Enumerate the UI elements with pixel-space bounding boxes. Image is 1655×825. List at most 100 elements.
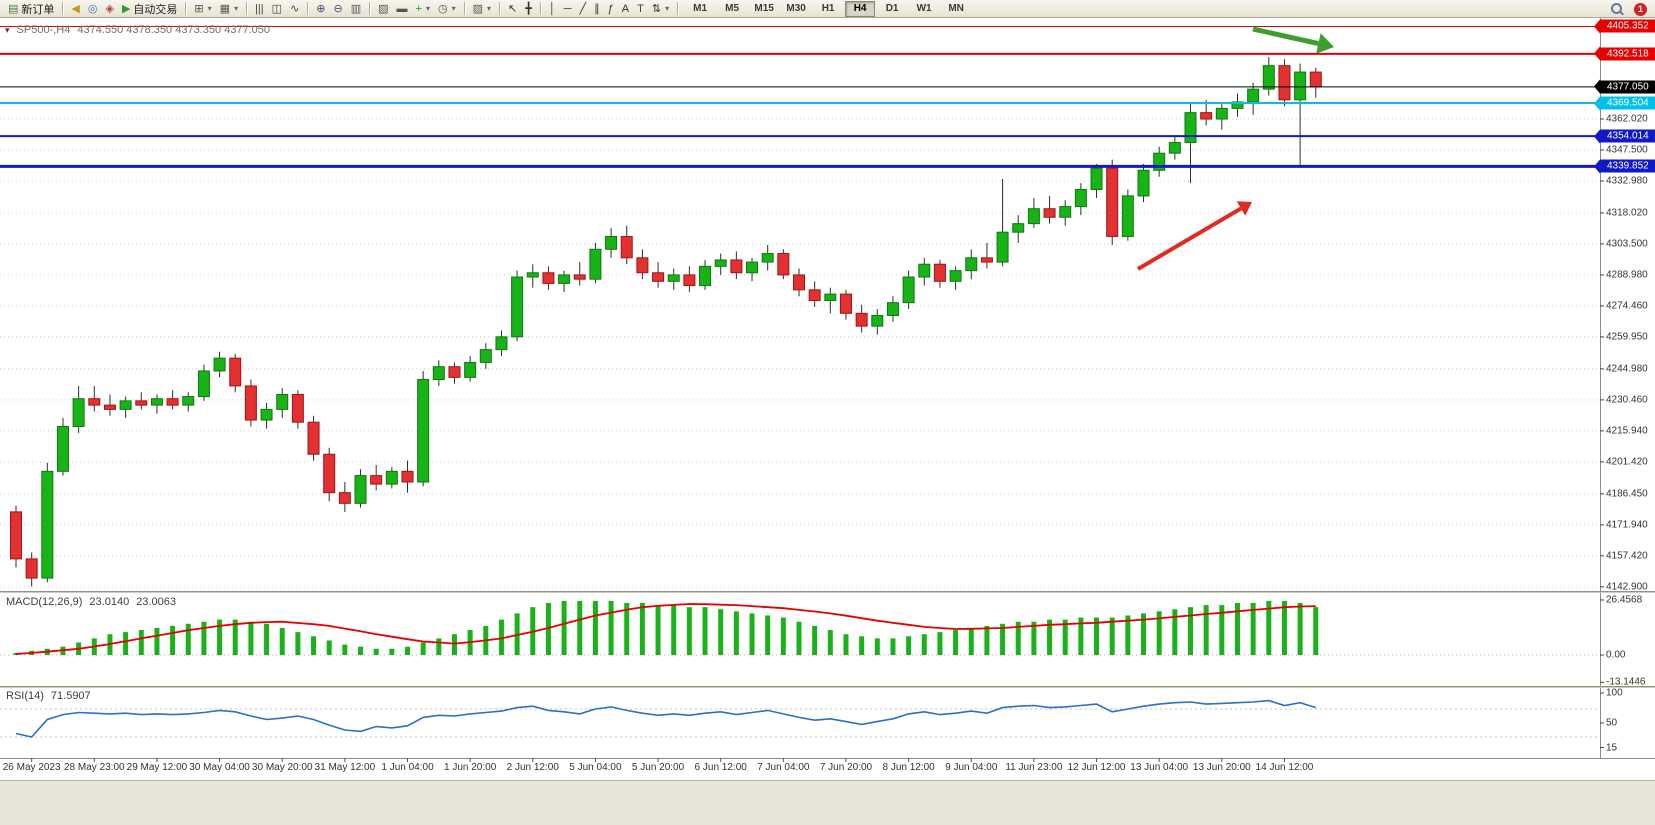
toolbar: ▤ 新订单 ◀ ◎ ◈ ▶ 自动交易 ⊞ ▾ ▦ ▾ ||| ◫ ∿ ⊕ ⊖ ▥ ▧ ▬ + ▾ ◷ ▾ ▨ ▾ ↖ ╋ │ ─ ╱ ∥ ƒ A… xyxy=(0,0,1655,18)
timeframe-m15[interactable]: M15 xyxy=(754,2,774,14)
market-icon: ◈ xyxy=(105,2,114,15)
zoom-in-icon[interactable]: ⊕ xyxy=(312,1,329,17)
navigator-icon[interactable]: ▧ xyxy=(374,1,392,17)
new-order-button[interactable]: ▤ 新订单 xyxy=(4,1,58,17)
bar-chart-icon: ||| xyxy=(255,2,264,15)
timeframe-mn[interactable]: MN xyxy=(948,2,964,14)
channel-icon: ∥ xyxy=(594,2,600,15)
new-order-icon: ▤ xyxy=(8,2,19,15)
trendline-icon: ╱ xyxy=(579,2,587,15)
toolbar-separator xyxy=(499,2,501,15)
panel-splitter-macd[interactable] xyxy=(0,591,1655,593)
add-indicator-icon[interactable]: + ▾ xyxy=(412,1,434,17)
navigator-icon: ▧ xyxy=(378,2,389,15)
rsi-panel[interactable] xyxy=(0,688,1655,758)
community-icon[interactable]: ◎ xyxy=(84,1,102,17)
rsi-header: RSI(14) 71.5907 xyxy=(6,690,91,702)
search-lens xyxy=(1611,3,1622,14)
period-icon: ◷ xyxy=(437,2,448,15)
symbol-period: SP500-,H4 xyxy=(16,24,71,36)
megaphone-icon[interactable]: ◀ xyxy=(67,1,83,17)
hline-icon[interactable]: ─ xyxy=(560,1,576,17)
timeframe-w1[interactable]: W1 xyxy=(916,2,932,14)
timeframe-h4[interactable]: H4 xyxy=(845,0,876,17)
chevron-down-icon: ▾ xyxy=(451,4,456,13)
text-icon: A xyxy=(621,2,630,15)
terminal-icon[interactable]: ▬ xyxy=(393,1,412,17)
timeframe-group: M1 M5 M15 M30 H1 H4 D1 W1 MN xyxy=(684,0,972,17)
megaphone-icon: ◀ xyxy=(71,2,80,15)
toolbar-separator xyxy=(369,2,371,15)
arrows-icon[interactable]: ⇅ ▾ xyxy=(648,1,673,17)
macd-panel[interactable] xyxy=(0,593,1655,686)
chart-title: ▾ SP500-,H4 4374.550 4378.350 4373.350 4… xyxy=(5,24,270,36)
add-indicator-icon: + xyxy=(415,2,422,15)
template-icon[interactable]: ▨ ▾ xyxy=(469,1,495,17)
ohlc-values: 4374.550 4378.350 4373.350 4377.050 xyxy=(77,24,271,36)
timeframe-d1[interactable]: D1 xyxy=(885,2,899,14)
profiles-icon[interactable]: ▦ ▾ xyxy=(216,1,242,17)
cursor-icon[interactable]: ↖ xyxy=(504,1,521,17)
fibo-icon: ƒ xyxy=(607,2,614,15)
candle-chart-icon[interactable]: ◫ xyxy=(268,1,286,17)
new-chart-icon: ⊞ xyxy=(194,2,204,15)
chevron-down-icon: ▾ xyxy=(487,4,492,13)
tile-windows-icon[interactable]: ▥ xyxy=(347,1,365,17)
notification-badge[interactable]: 1 xyxy=(1634,2,1647,16)
toolbar-separator xyxy=(463,2,465,15)
zoom-out-icon[interactable]: ⊖ xyxy=(330,1,347,17)
chevron-down-icon: ▾ xyxy=(425,4,430,13)
terminal-icon: ▬ xyxy=(396,2,408,15)
new-chart-icon[interactable]: ⊞ ▾ xyxy=(190,1,215,17)
timeframe-m5[interactable]: M5 xyxy=(725,2,740,14)
rsi-label: RSI(14) xyxy=(6,690,44,702)
autotrading-button-label: 自动交易 xyxy=(133,3,178,16)
search-icon[interactable] xyxy=(1610,2,1624,16)
new-order-button-label: 新订单 xyxy=(21,3,55,16)
macd-value-signal: 23.0063 xyxy=(136,596,176,608)
community-icon: ◎ xyxy=(87,2,98,15)
channel-icon[interactable]: ∥ xyxy=(590,1,604,17)
macd-label: MACD(12,26,9) xyxy=(6,596,83,608)
bar-chart-icon[interactable]: ||| xyxy=(251,1,268,17)
chevron-down-icon: ▾ xyxy=(665,4,670,13)
zoom-out-icon: ⊖ xyxy=(333,2,343,15)
time-axis[interactable] xyxy=(0,758,1655,780)
vline-icon[interactable]: │ xyxy=(545,1,560,17)
arrows-icon: ⇅ xyxy=(651,2,662,15)
profiles-icon: ▦ xyxy=(219,2,231,15)
toolbar-items: ▤ 新订单 ◀ ◎ ◈ ▶ 自动交易 ⊞ ▾ ▦ ▾ ||| ◫ ∿ ⊕ ⊖ ▥ ▧ ▬ + ▾ ◷ ▾ ▨ ▾ ↖ ╋ │ ─ ╱ ∥ ƒ A… xyxy=(4,0,972,17)
main-chart-panel[interactable] xyxy=(0,18,1655,591)
timeframe-h1[interactable]: H1 xyxy=(821,2,835,14)
price-axis[interactable] xyxy=(1600,18,1655,758)
candle-chart-icon: ◫ xyxy=(271,2,283,15)
toolbar-separator xyxy=(677,2,679,15)
toolbar-separator xyxy=(539,2,541,15)
zoom-in-icon: ⊕ xyxy=(316,2,326,15)
chevron-down-icon: ▾ xyxy=(234,4,239,13)
timeframe-m1[interactable]: M1 xyxy=(693,2,708,14)
cursor-icon: ↖ xyxy=(508,2,518,15)
fibo-icon[interactable]: ƒ xyxy=(604,1,618,17)
collapse-arrow-icon[interactable]: ▾ xyxy=(5,24,10,35)
autotrading-play-icon: ▶ xyxy=(121,2,131,15)
hline-icon: ─ xyxy=(563,2,572,15)
search-handle xyxy=(1619,10,1624,16)
market-icon[interactable]: ◈ xyxy=(101,1,117,17)
toolbar-separator xyxy=(307,2,309,15)
crosshair-icon: ╋ xyxy=(525,2,532,15)
label-icon[interactable]: T xyxy=(633,1,648,17)
autotrading-button[interactable]: ▶ 自动交易 xyxy=(118,1,181,17)
chevron-down-icon: ▾ xyxy=(207,4,212,13)
period-icon[interactable]: ◷ ▾ xyxy=(434,1,460,17)
toolbar-right: 1 xyxy=(1610,2,1647,16)
text-icon[interactable]: A xyxy=(618,1,633,17)
toolbar-separator xyxy=(185,2,187,15)
crosshair-icon[interactable]: ╋ xyxy=(521,1,536,17)
rsi-value: 71.5907 xyxy=(50,690,91,702)
panel-splitter-rsi[interactable] xyxy=(0,686,1655,688)
line-chart-icon[interactable]: ∿ xyxy=(286,1,303,17)
trendline-icon[interactable]: ╱ xyxy=(576,1,591,17)
macd-value-main: 23.0140 xyxy=(89,596,130,608)
timeframe-m30[interactable]: M30 xyxy=(786,2,806,14)
